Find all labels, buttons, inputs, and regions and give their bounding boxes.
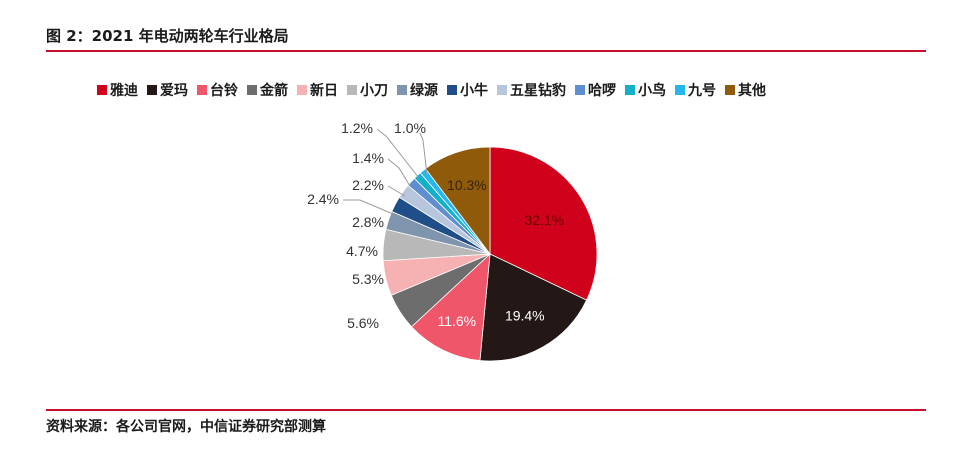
slice-value-label: 5.3%	[352, 271, 384, 287]
legend-label: 新日	[310, 83, 338, 99]
legend-label: 爱玛	[160, 83, 188, 99]
slice-value-label: 10.3%	[447, 177, 487, 193]
legend-swatch	[147, 85, 157, 95]
legend-item: 雅迪	[97, 80, 138, 100]
slice-value-label: 32.1%	[524, 212, 564, 228]
legend-item: 小刀	[347, 80, 388, 100]
slice-value-label: 1.4%	[352, 150, 384, 166]
legend-swatch	[625, 85, 635, 95]
legend-swatch	[575, 85, 585, 95]
legend-label: 绿源	[410, 83, 438, 99]
pie-slice	[489, 146, 598, 301]
slice-value-label: 1.2%	[341, 120, 373, 136]
title-divider	[46, 50, 926, 52]
leader-line	[343, 199, 394, 215]
chart-legend: 雅迪 爱玛 台铃 金箭 新日 小刀 绿源 小牛 五星钻豹 哈啰 小鸟 九号 其他	[97, 80, 775, 100]
legend-item: 台铃	[197, 80, 238, 100]
legend-label: 小刀	[360, 83, 388, 99]
legend-item: 九号	[675, 80, 716, 100]
legend-label: 哈啰	[588, 83, 616, 99]
source-note: 资料来源：各公司官网，中信证券研究部测算	[46, 419, 326, 435]
slice-value-label: 4.7%	[346, 243, 378, 259]
legend-label: 九号	[688, 83, 716, 99]
legend-swatch	[447, 85, 457, 95]
legend-item: 爱玛	[147, 80, 188, 100]
legend-label: 台铃	[210, 83, 238, 99]
slice-value-label: 2.8%	[352, 214, 384, 230]
legend-swatch	[347, 85, 357, 95]
legend-swatch	[675, 85, 685, 95]
slice-value-label: 2.4%	[307, 191, 339, 207]
pie-slice	[479, 253, 588, 362]
legend-swatch	[725, 85, 735, 95]
legend-item: 小牛	[447, 80, 488, 100]
legend-label: 小牛	[460, 83, 488, 99]
legend-item: 其他	[725, 80, 766, 100]
legend-item: 哈啰	[575, 80, 616, 100]
slice-value-label: 2.2%	[352, 177, 384, 193]
legend-swatch	[497, 85, 507, 95]
legend-label: 金箭	[260, 83, 288, 99]
pie-slice	[410, 252, 491, 361]
legend-item: 金箭	[247, 80, 288, 100]
legend-label: 雅迪	[110, 83, 138, 99]
legend-item: 五星钻豹	[497, 80, 566, 100]
legend-label: 五星钻豹	[510, 83, 566, 99]
leader-line	[376, 128, 420, 179]
legend-label: 小鸟	[638, 83, 666, 99]
legend-item: 新日	[297, 80, 338, 100]
slice-value-label: 11.6%	[437, 313, 476, 329]
leader-line	[387, 185, 406, 197]
figure-title: 图 2：2021 年电动两轮车行业格局	[46, 27, 289, 45]
source-divider	[46, 409, 926, 411]
legend-swatch	[197, 85, 207, 95]
legend-label: 其他	[738, 83, 766, 99]
slice-value-label: 1.0%	[394, 120, 426, 136]
legend-swatch	[297, 85, 307, 95]
legend-swatch	[247, 85, 257, 95]
legend-swatch	[97, 85, 107, 95]
leader-line	[419, 132, 428, 176]
slice-value-label: 19.4%	[505, 308, 545, 324]
legend-swatch	[397, 85, 407, 95]
legend-item: 绿源	[397, 80, 438, 100]
legend-item: 小鸟	[625, 80, 666, 100]
leader-line	[387, 158, 411, 187]
slice-value-label: 5.6%	[347, 315, 379, 331]
